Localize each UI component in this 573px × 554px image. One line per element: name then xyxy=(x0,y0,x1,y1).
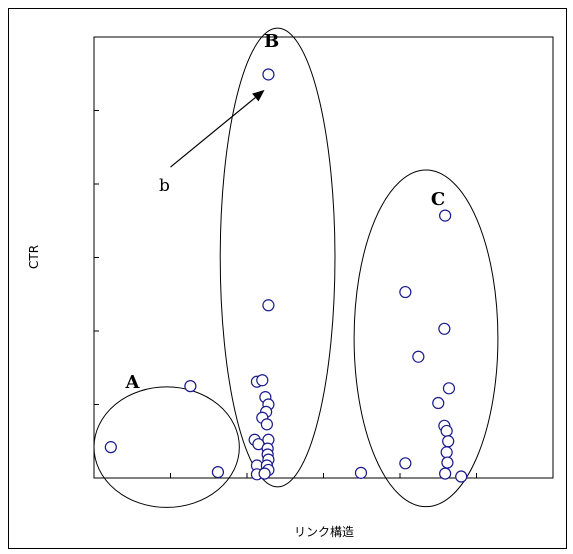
data-point xyxy=(212,467,223,478)
data-point xyxy=(261,419,272,430)
arrow-head-b xyxy=(252,90,264,101)
annotation-labels: A B Cb xyxy=(125,31,446,393)
y-axis-label: CTR xyxy=(27,245,41,269)
data-point xyxy=(456,471,467,482)
data-point xyxy=(400,458,411,469)
data-point xyxy=(263,69,274,80)
arrow-line-b xyxy=(171,98,256,168)
plot-frame xyxy=(94,37,553,478)
figure-border xyxy=(9,9,567,549)
data-point xyxy=(440,210,451,221)
data-point xyxy=(433,398,444,409)
cluster-label-a: A xyxy=(125,372,141,393)
cluster-ellipse-c xyxy=(354,170,498,507)
data-point xyxy=(257,375,268,386)
data-point xyxy=(413,351,424,362)
data-point xyxy=(440,468,451,479)
data-point xyxy=(441,447,452,458)
data-point xyxy=(441,425,452,436)
data-point xyxy=(443,383,454,394)
data-points xyxy=(105,69,466,482)
data-point xyxy=(355,467,366,478)
x-axis-label: リンク構造 xyxy=(294,525,354,539)
data-point xyxy=(105,442,116,453)
data-point xyxy=(263,300,274,311)
y-axis-ticks xyxy=(94,111,99,405)
cluster-label-b: B xyxy=(264,31,279,52)
cluster-ellipses xyxy=(94,28,498,507)
data-point xyxy=(442,457,453,468)
cluster-label-c: C xyxy=(431,189,445,210)
data-point xyxy=(443,436,454,447)
data-point xyxy=(259,468,270,479)
data-point xyxy=(185,381,196,392)
annotation-arrow-layer xyxy=(171,90,265,167)
annotation-label-b: b xyxy=(159,176,170,196)
data-point xyxy=(439,323,450,334)
cluster-ellipse-b xyxy=(220,28,335,487)
data-point xyxy=(400,287,411,298)
